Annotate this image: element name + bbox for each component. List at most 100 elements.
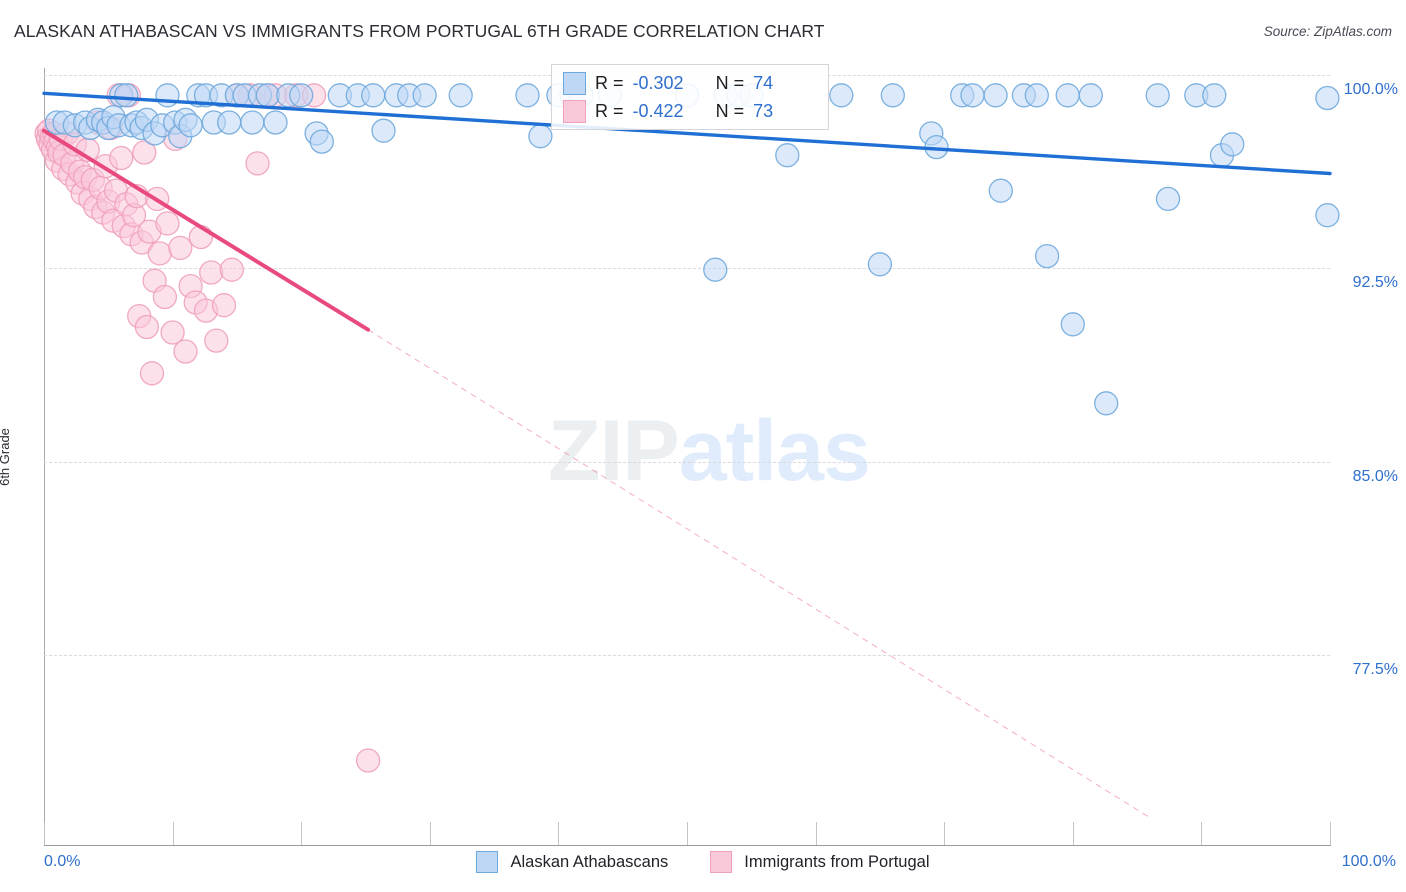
data-point (371, 118, 396, 143)
data-point (178, 113, 203, 138)
x-tick-mark (44, 822, 45, 845)
data-point (1060, 312, 1085, 337)
data-point (199, 260, 224, 285)
data-point (255, 83, 280, 108)
legend-item-immigrants-from-portugal[interactable]: Immigrants from Portugal (710, 851, 930, 873)
blue-r-value: -0.302 (632, 72, 684, 93)
stats-row-blue: R = -0.302 N = 74 (563, 70, 773, 96)
data-point (217, 110, 242, 135)
y-tick-label: 92.5% (1352, 274, 1398, 291)
chart-legend: Alaskan Athabascans Immigrants from Port… (0, 851, 1406, 873)
y-tick-label: 85.0% (1352, 468, 1398, 485)
blue-n-label: N = (715, 72, 745, 93)
pink-n-value: 73 (753, 100, 774, 121)
data-point (289, 83, 314, 108)
data-point (1094, 391, 1119, 416)
y-tick-label: 77.5% (1352, 661, 1398, 678)
data-point (219, 257, 244, 282)
data-point (132, 140, 157, 165)
stats-row-pink: R = -0.422 N = 73 (563, 98, 773, 124)
trendline-immigrants-from-portugal (42, 128, 371, 332)
x-tick-mark (1201, 822, 1203, 845)
data-point (204, 328, 229, 353)
data-point (155, 83, 180, 108)
data-point (960, 83, 985, 108)
data-point (1202, 83, 1227, 108)
data-point (211, 293, 237, 318)
data-point (1078, 83, 1103, 108)
data-point (173, 339, 198, 364)
data-point (448, 83, 473, 108)
x-tick-mark (1072, 822, 1074, 845)
data-point (134, 314, 160, 340)
data-point (263, 110, 288, 135)
x-tick-label-max: 100.0% (1341, 853, 1396, 870)
y-axis-line (44, 68, 45, 846)
page-title: ALASKAN ATHABASCAN VS IMMIGRANTS FROM PO… (14, 21, 825, 41)
x-tick-mark (1330, 822, 1331, 845)
trendline-alaskan-athabascans (42, 91, 1332, 176)
data-point (109, 145, 134, 171)
data-point (139, 361, 165, 386)
series-points-immigrants-from-portugal (34, 83, 381, 773)
data-point (168, 235, 193, 261)
data-point (515, 83, 540, 108)
blue-r-label: R = (595, 72, 624, 93)
x-tick-label-min: 0.0% (44, 853, 81, 870)
data-point (152, 284, 178, 310)
data-point (1220, 132, 1245, 157)
blue-series-swatch (563, 71, 586, 95)
data-point (245, 151, 270, 176)
data-point (1315, 85, 1340, 111)
legend-label-immigrants-from-portugal: Immigrants from Portugal (744, 852, 930, 871)
data-point (1315, 203, 1340, 228)
x-tick-mark (687, 822, 688, 845)
data-point (829, 83, 854, 108)
data-point (160, 320, 185, 345)
x-tick-mark (815, 822, 817, 845)
legend-label-alaskan-athabascans: Alaskan Athabascans (510, 852, 669, 871)
data-point (1055, 83, 1080, 108)
gridline-y (44, 655, 1330, 656)
pink-series-swatch (563, 99, 586, 123)
data-point (412, 83, 437, 108)
legend-swatch-blue (476, 851, 499, 873)
pink-r-label: R = (595, 100, 624, 121)
legend-item-alaskan-athabascans[interactable]: Alaskan Athabascans (476, 851, 668, 873)
x-tick-mark (172, 822, 174, 845)
data-point (1034, 243, 1060, 269)
y-tick-label: 100.0% (1343, 81, 1398, 98)
blue-n-value: 74 (753, 72, 774, 93)
data-point (240, 110, 265, 135)
x-tick-mark (301, 822, 303, 845)
data-point (867, 252, 893, 277)
data-point (775, 143, 800, 168)
x-tick-mark (429, 822, 431, 845)
data-point (355, 748, 381, 773)
data-point (528, 124, 553, 149)
gridline-y (44, 268, 1330, 269)
data-point (983, 83, 1008, 108)
source-attribution: Source: ZipAtlas.com (1263, 24, 1392, 39)
data-point (1155, 186, 1181, 212)
legend-swatch-pink (710, 851, 733, 873)
data-point (703, 257, 728, 282)
gridline-y (44, 462, 1330, 463)
data-point (155, 211, 180, 236)
data-point (309, 129, 334, 154)
trendline-extension (367, 329, 1151, 819)
correlation-stats-box: R = -0.302 N = 74 R = -0.422 N = 73 (551, 64, 829, 130)
data-point (880, 83, 905, 108)
data-point (114, 83, 139, 108)
data-point (361, 83, 386, 108)
data-point (1145, 83, 1170, 108)
x-tick-mark (944, 822, 946, 845)
data-point (147, 241, 172, 266)
pink-r-value: -0.422 (632, 100, 684, 121)
x-axis-line (44, 845, 1331, 846)
pink-n-label: N = (715, 100, 745, 121)
data-point (1024, 83, 1049, 108)
data-point (988, 178, 1013, 203)
